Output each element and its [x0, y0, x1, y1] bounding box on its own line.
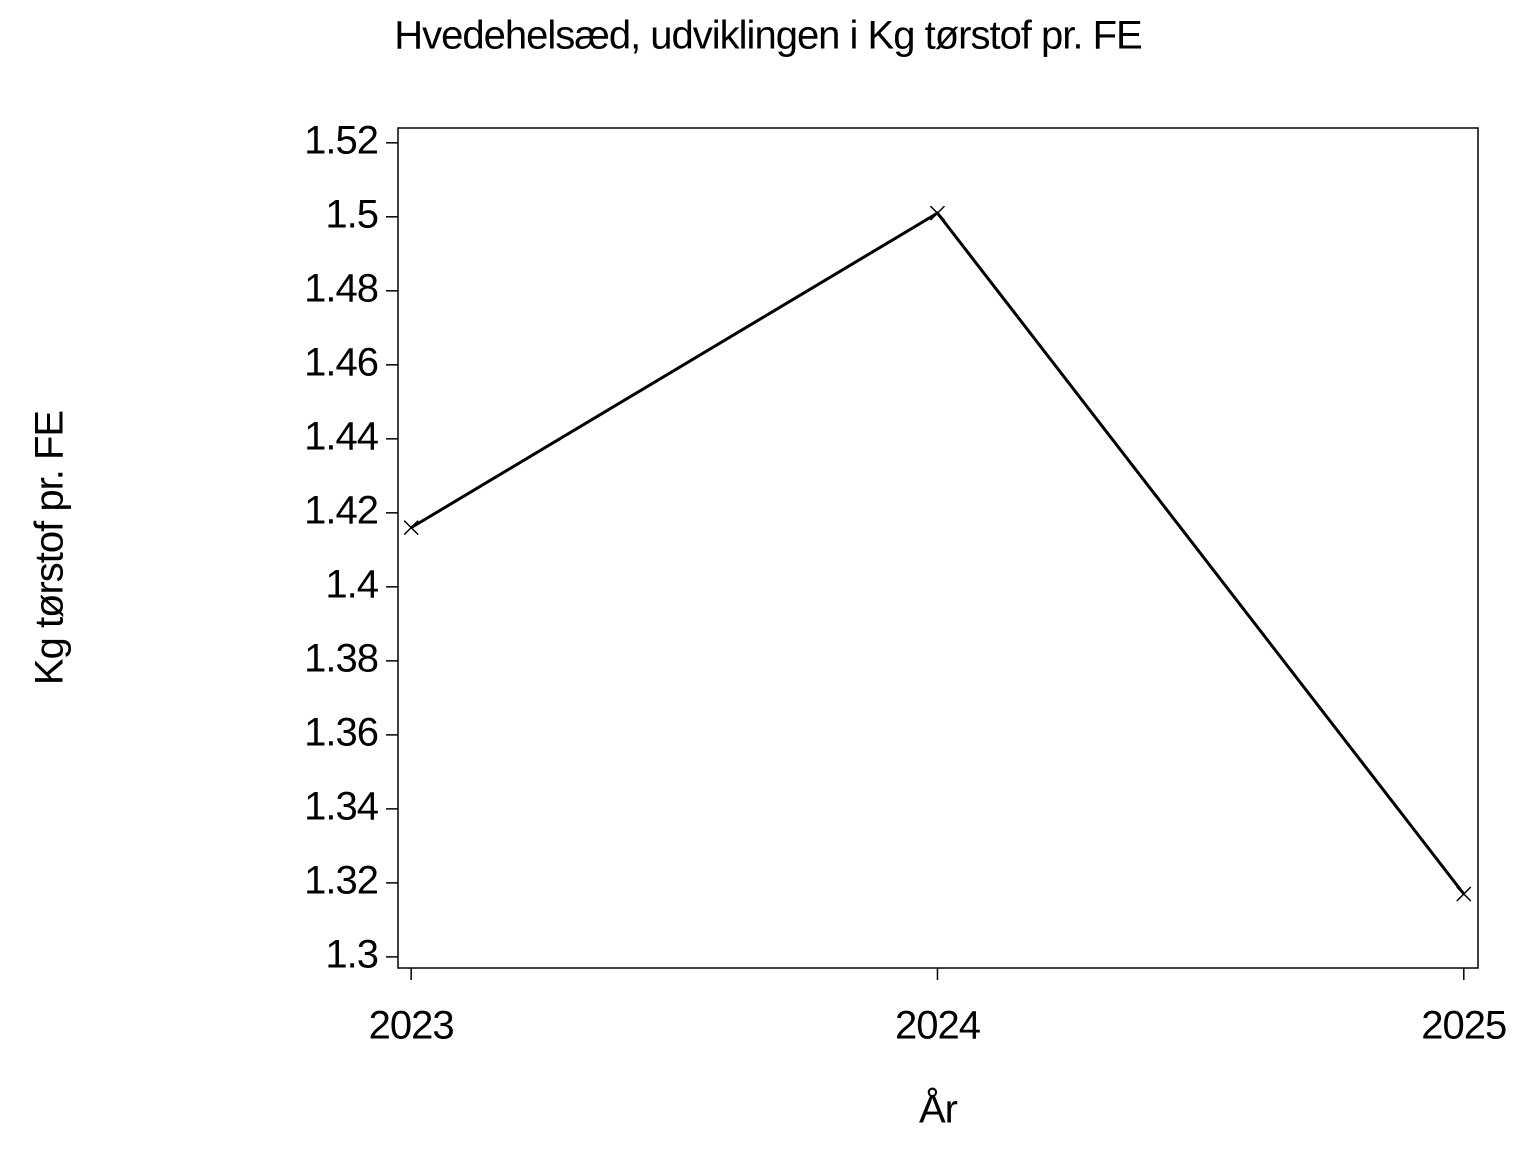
y-tick-label: 1.5: [325, 192, 378, 236]
x-tick-label: 2023: [369, 1004, 454, 1048]
y-tick-label: 1.34: [304, 784, 379, 828]
y-tick-label: 1.52: [304, 118, 378, 162]
y-tick-label: 1.32: [304, 858, 378, 902]
y-axis-label: Kg tørstof pr. FE: [28, 411, 72, 685]
point-marker: [1456, 886, 1472, 902]
point-marker: [403, 520, 419, 536]
x-axis-label: År: [919, 1087, 958, 1132]
y-tick-label: 1.4: [325, 562, 378, 606]
x-tick-label: 2025: [1421, 1004, 1506, 1048]
x-tick-label: 2024: [895, 1004, 981, 1048]
y-tick-label: 1.44: [304, 414, 379, 458]
point-marker: [929, 205, 946, 221]
y-tick-label: 1.3: [325, 932, 378, 976]
y-tick-label: 1.36: [304, 710, 378, 754]
y-tick-label: 1.46: [304, 340, 378, 384]
y-tick-label: 1.38: [304, 636, 378, 680]
chart-title: Hvedehelsæd, udviklingen i Kg tørstof pr…: [394, 14, 1141, 58]
y-tick-label: 1.48: [304, 266, 378, 310]
y-tick-label: 1.42: [304, 488, 378, 532]
